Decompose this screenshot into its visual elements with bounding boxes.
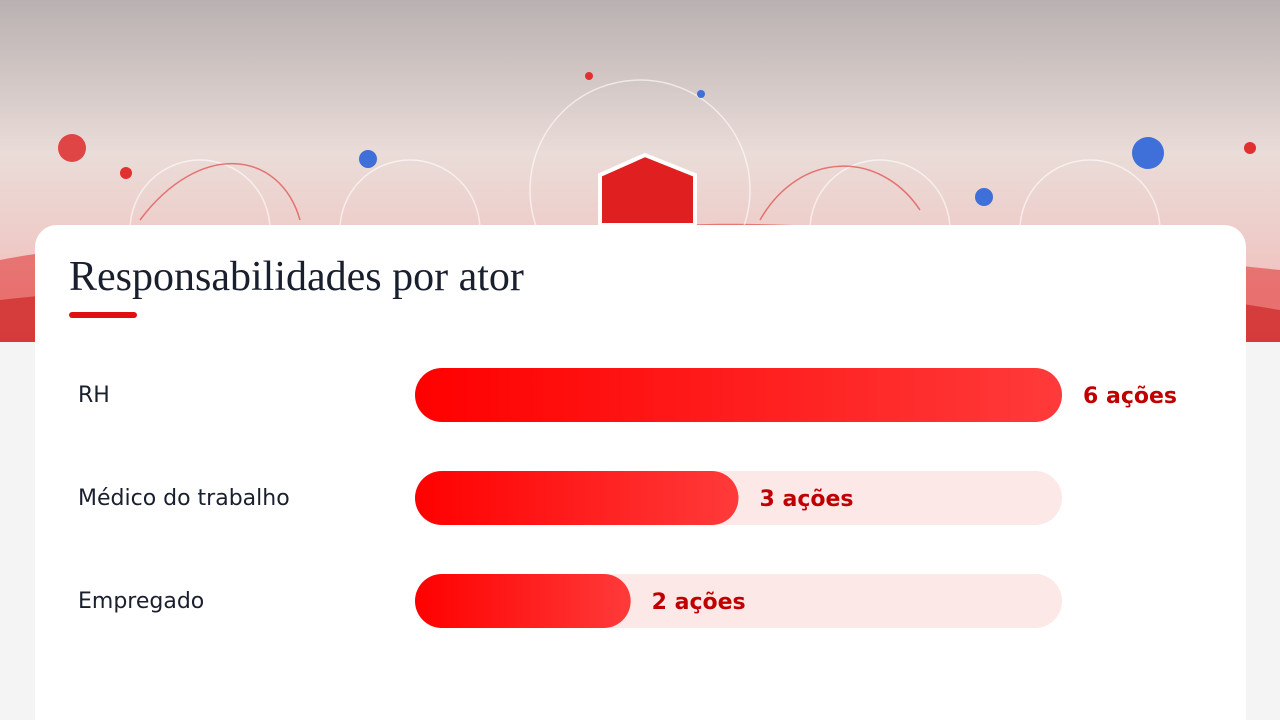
bar xyxy=(415,368,1062,422)
value-label: 2 ações xyxy=(652,590,746,615)
category-label: Médico do trabalho xyxy=(78,486,290,511)
chart-title: Responsabilidades por ator xyxy=(69,254,524,300)
category-label: RH xyxy=(78,383,110,408)
category-label: Empregado xyxy=(78,589,204,614)
bar xyxy=(415,574,631,628)
title-underline xyxy=(69,312,137,318)
bar xyxy=(415,471,739,525)
value-label: 6 ações xyxy=(1083,384,1177,409)
value-label: 3 ações xyxy=(760,487,854,512)
